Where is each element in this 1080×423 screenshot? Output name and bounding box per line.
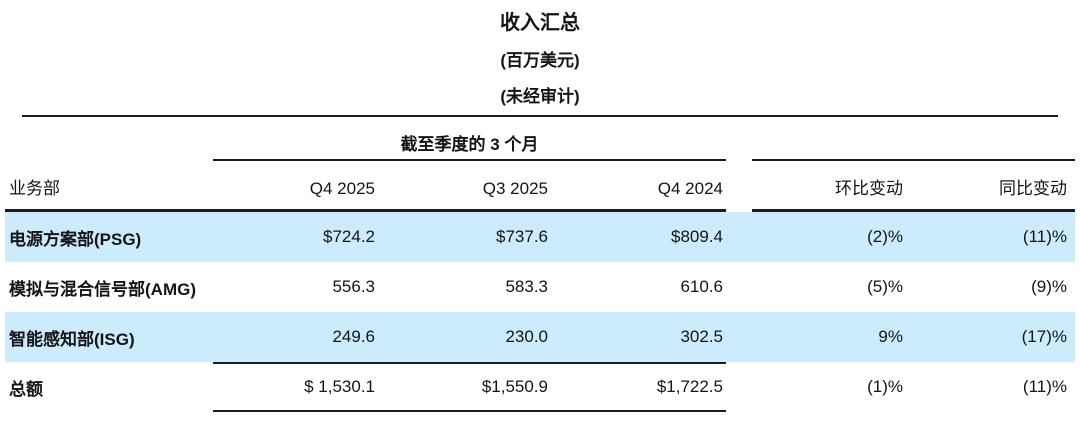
column-header-qoq-change: 环比变动 — [752, 161, 906, 212]
table-row-amg: 模拟与混合信号部(AMG) 556.3 583.3 610.6 (5)% (9)… — [5, 262, 1075, 312]
row-label: 总额 — [9, 379, 43, 399]
cell-q4-2025: 249.6 — [332, 327, 375, 346]
cell-qoq-change: 9% — [878, 327, 903, 346]
table-row-total: 总额 $ 1,530.1 $1,550.9 $1,722.5 (1)% (11)… — [5, 362, 1075, 412]
cell-q4-2025: 556.3 — [332, 277, 375, 296]
section-gap — [726, 312, 752, 362]
title-block: 收入汇总 (百万美元) (未经审计) — [0, 0, 1080, 108]
cell-yoy-change: (9)% — [1031, 277, 1067, 296]
column-header-row: 业务部 Q4 2025 Q3 2025 Q4 2024 环比变动 同比变动 — [5, 161, 1075, 212]
cell-yoy-change: (17)% — [1021, 327, 1067, 346]
cell-q4-2024: $809.4 — [671, 227, 723, 246]
spanner-empty-cell — [5, 117, 213, 161]
table-row-psg: 电源方案部(PSG) $724.2 $737.6 $809.4 (2)% (11… — [5, 212, 1075, 262]
spanner-row: 截至季度的 3 个月 — [5, 117, 1075, 161]
row-label: 智能感知部(ISG) — [9, 329, 135, 349]
title-divider — [22, 115, 1058, 117]
cell-yoy-change: (11)% — [1022, 377, 1067, 396]
revenue-table: 截至季度的 3 个月 业务部 Q4 2025 Q3 2025 Q4 2024 环… — [5, 117, 1075, 412]
section-gap — [726, 262, 752, 312]
audit-subtitle: (未经审计) — [500, 87, 580, 106]
cell-q4-2025: $ 1,530.1 — [213, 362, 378, 412]
table-row-isg: 智能感知部(ISG) 249.6 230.0 302.5 9% (17)% — [5, 312, 1075, 362]
section-gap — [726, 117, 752, 161]
column-header-q4-2025: Q4 2025 — [213, 161, 378, 212]
cell-qoq-change: (1)% — [867, 377, 903, 396]
row-label: 模拟与混合信号部(AMG) — [9, 279, 196, 299]
cell-q4-2024: 302.5 — [680, 327, 723, 346]
cell-qoq-change: (2)% — [867, 227, 903, 246]
section-gap — [726, 161, 752, 212]
cell-yoy-change: (11)% — [1022, 227, 1067, 246]
column-header-q4-2024: Q4 2024 — [551, 161, 726, 212]
cell-q3-2025: 583.3 — [505, 277, 548, 296]
cell-q3-2025: $1,550.9 — [378, 362, 551, 412]
cell-q4-2025: $724.2 — [323, 227, 375, 246]
unit-subtitle: (百万美元) — [500, 51, 580, 70]
section-gap — [726, 212, 752, 262]
column-header-q3-2025: Q3 2025 — [378, 161, 551, 212]
page-title: 收入汇总 — [500, 12, 580, 34]
column-header-yoy-change: 同比变动 — [906, 161, 1075, 212]
change-spanner-rule — [752, 117, 1075, 161]
column-header-business: 业务部 — [5, 161, 213, 212]
cell-q3-2025: 230.0 — [505, 327, 548, 346]
section-gap — [726, 362, 752, 412]
cell-q3-2025: $737.6 — [496, 227, 548, 246]
cell-q4-2024: $1,722.5 — [551, 362, 726, 412]
row-label: 电源方案部(PSG) — [9, 229, 142, 249]
period-spanner-label: 截至季度的 3 个月 — [213, 117, 726, 161]
cell-qoq-change: (5)% — [867, 277, 903, 296]
cell-q4-2024: 610.6 — [680, 277, 723, 296]
